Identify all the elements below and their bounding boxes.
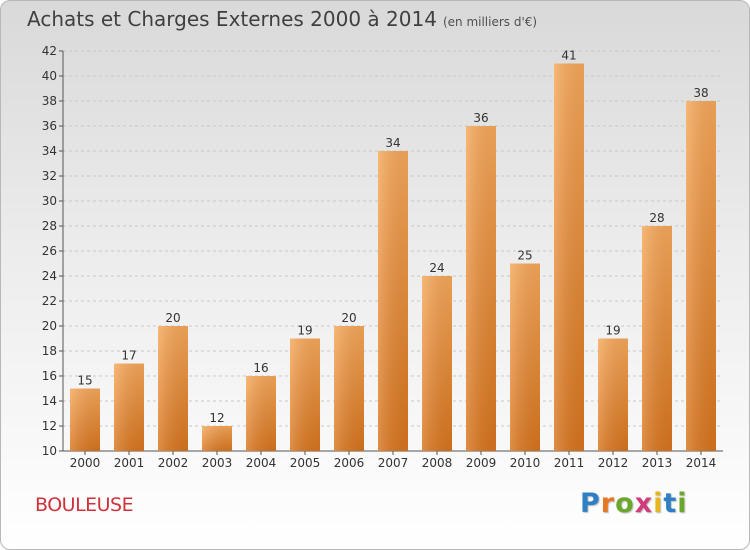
x-tick-label: 2014	[686, 456, 717, 470]
bar-shade	[466, 126, 496, 451]
y-tick-label: 30	[42, 194, 57, 208]
data-label: 12	[209, 411, 224, 425]
bar-shade	[202, 426, 232, 451]
data-label: 20	[165, 311, 180, 325]
logo-letter: t	[663, 488, 678, 519]
x-tick-label: 2006	[334, 456, 365, 470]
x-tick-label: 2005	[290, 456, 321, 470]
chart-title: Achats et Charges Externes 2000 à 2014 (e…	[27, 7, 537, 31]
bar-shade	[598, 338, 628, 451]
x-tick-label: 2010	[510, 456, 541, 470]
data-label: 16	[253, 361, 268, 375]
logo-letter: r	[600, 488, 616, 519]
x-tick-label: 2002	[158, 456, 189, 470]
bar-shade	[158, 326, 188, 451]
bar-shade	[422, 276, 452, 451]
y-tick-label: 36	[42, 119, 57, 133]
bar-shade	[686, 101, 716, 451]
x-tick-label: 2008	[422, 456, 453, 470]
y-tick-label: 38	[42, 94, 57, 108]
bar-shade	[246, 376, 276, 451]
data-label: 41	[561, 49, 576, 63]
y-tick-label: 12	[42, 419, 57, 433]
y-tick-label: 34	[42, 144, 57, 158]
bar-shade	[290, 338, 320, 451]
data-label: 19	[605, 324, 620, 338]
bar-shade	[334, 326, 364, 451]
logo-letter: i	[677, 488, 688, 519]
bar-shade	[70, 388, 100, 451]
x-tick-label: 2000	[70, 456, 101, 470]
logo-letter: x	[634, 488, 654, 519]
bar-shade	[510, 263, 540, 451]
chart-title-text: Achats et Charges Externes 2000 à 2014	[27, 7, 437, 31]
logo-letter: P	[580, 488, 601, 519]
x-tick-label: 2007	[378, 456, 409, 470]
proxiti-logo: Proxiti	[580, 488, 688, 519]
y-tick-label: 42	[42, 44, 57, 58]
data-label: 36	[473, 111, 488, 125]
x-tick-label: 2011	[554, 456, 585, 470]
data-label: 24	[429, 261, 444, 275]
data-label: 34	[385, 136, 400, 150]
bar-shade	[642, 226, 672, 451]
y-tick-label: 40	[42, 69, 57, 83]
logo-letter: i	[653, 488, 664, 519]
chart-subtitle: (en milliers d'€)	[442, 15, 538, 29]
data-label: 19	[297, 324, 312, 338]
bar-shade	[114, 363, 144, 451]
logo-letter: o	[615, 488, 635, 519]
x-tick-label: 2004	[246, 456, 277, 470]
bar-shade	[378, 151, 408, 451]
x-tick-label: 2009	[466, 456, 497, 470]
y-tick-label: 18	[42, 344, 57, 358]
data-label: 17	[121, 349, 136, 363]
town-name: BOULEUSE	[35, 494, 134, 516]
x-tick-label: 2001	[114, 456, 145, 470]
y-tick-label: 28	[42, 219, 57, 233]
bar-shade	[554, 63, 584, 451]
x-tick-label: 2013	[642, 456, 673, 470]
data-label: 38	[693, 86, 708, 100]
x-tick-label: 2012	[598, 456, 629, 470]
y-tick-label: 32	[42, 169, 57, 183]
data-label: 25	[517, 249, 532, 263]
y-tick-label: 26	[42, 244, 57, 258]
y-tick-label: 10	[42, 444, 57, 458]
y-tick-label: 20	[42, 319, 57, 333]
x-tick-label: 2003	[202, 456, 233, 470]
y-tick-label: 24	[42, 269, 57, 283]
data-label: 15	[77, 374, 92, 388]
y-tick-label: 14	[42, 394, 57, 408]
y-tick-label: 22	[42, 294, 57, 308]
data-label: 20	[341, 311, 356, 325]
y-tick-label: 16	[42, 369, 57, 383]
data-label: 28	[649, 211, 664, 225]
